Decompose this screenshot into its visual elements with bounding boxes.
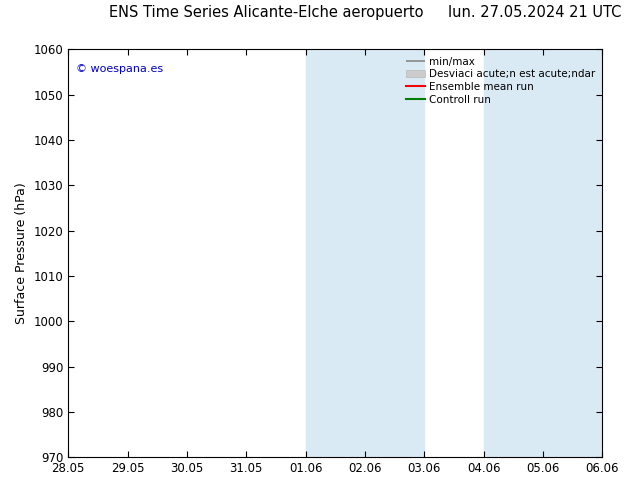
Text: ENS Time Series Alicante-Elche aeropuerto: ENS Time Series Alicante-Elche aeropuert… <box>109 5 424 20</box>
Text: © woespana.es: © woespana.es <box>76 64 164 74</box>
Y-axis label: Surface Pressure (hPa): Surface Pressure (hPa) <box>15 182 28 324</box>
Legend: min/max, Desviaci acute;n est acute;ndar, Ensemble mean run, Controll run: min/max, Desviaci acute;n est acute;ndar… <box>404 54 597 107</box>
Bar <box>484 49 602 457</box>
Text: lun. 27.05.2024 21 UTC: lun. 27.05.2024 21 UTC <box>448 5 621 20</box>
Bar <box>306 49 424 457</box>
